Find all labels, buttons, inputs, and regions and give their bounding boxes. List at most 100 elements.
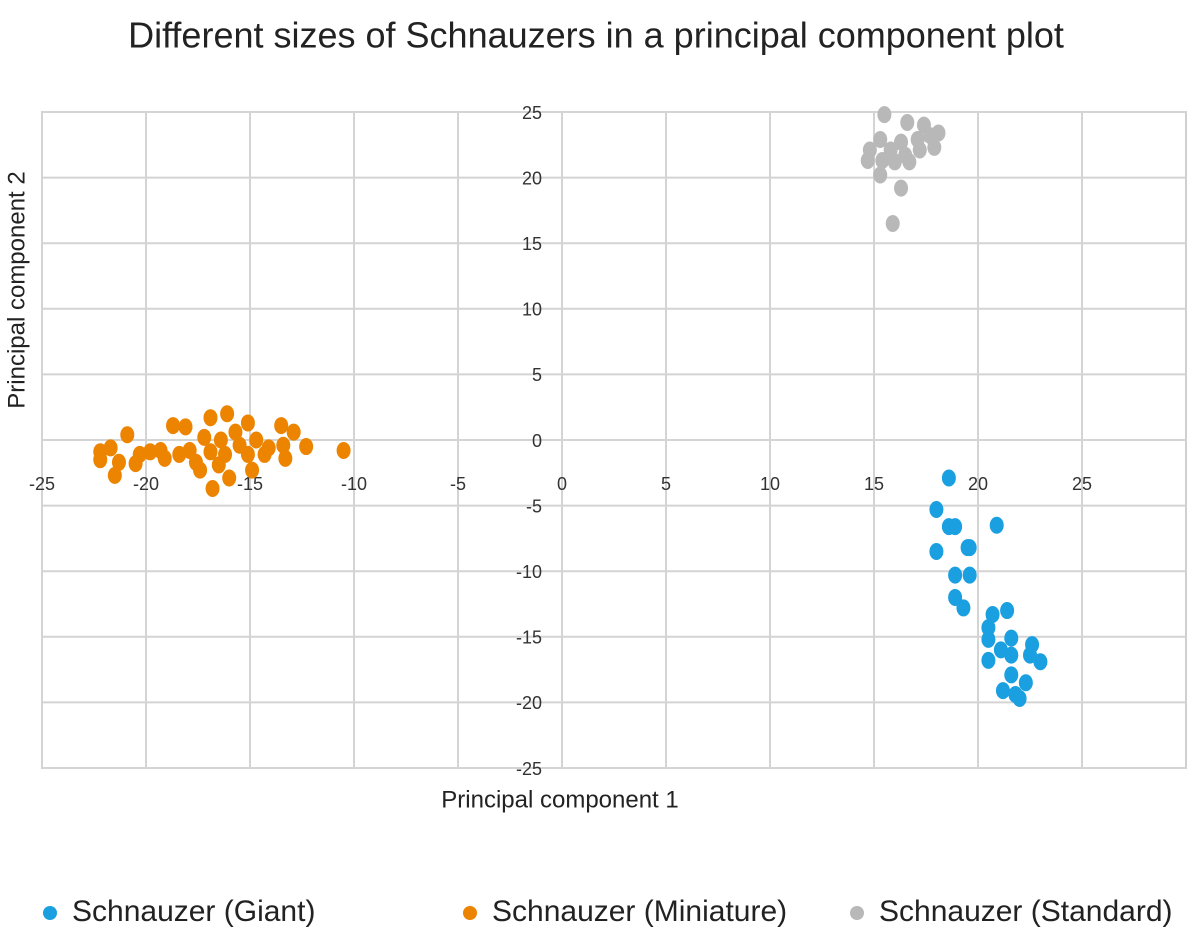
data-point [900, 113, 915, 131]
data-point [956, 599, 971, 617]
data-point [103, 439, 118, 457]
data-point [929, 543, 944, 561]
y-tick-label: -20 [516, 693, 542, 713]
data-point [1000, 602, 1015, 620]
y-tick-label: 25 [522, 103, 542, 123]
data-point [1018, 674, 1033, 692]
data-point [228, 423, 243, 441]
data-point [877, 106, 892, 124]
legend-marker [850, 906, 864, 920]
data-point [894, 179, 909, 197]
data-point [249, 431, 264, 449]
data-point [178, 418, 193, 436]
data-point [985, 605, 1000, 623]
data-point [278, 449, 293, 467]
x-tick-label: 25 [1072, 474, 1092, 494]
data-point [274, 417, 289, 435]
x-tick-label: -25 [29, 474, 55, 494]
data-point [107, 466, 122, 484]
data-point [885, 215, 900, 233]
data-point [1023, 646, 1037, 664]
y-tick-label: 10 [522, 300, 542, 320]
data-point [132, 445, 147, 463]
data-point [962, 539, 977, 557]
data-point [182, 441, 197, 459]
data-point [240, 414, 255, 432]
x-axis-label: Principal component 1 [441, 786, 678, 813]
y-tick-label: -25 [516, 759, 542, 779]
y-tick-label: -15 [516, 628, 542, 648]
data-point [286, 423, 301, 441]
x-tick-label: 0 [557, 474, 567, 494]
data-point [912, 141, 927, 159]
data-point [941, 469, 956, 487]
data-point [894, 133, 909, 151]
data-point [153, 441, 168, 459]
y-tick-label: -10 [516, 562, 542, 582]
data-point [203, 409, 218, 427]
y-tick-label: 20 [522, 168, 542, 188]
y-tick-label: 5 [532, 365, 542, 385]
data-point [193, 461, 208, 479]
data-point [902, 153, 917, 171]
data-point [211, 456, 226, 474]
data-point [240, 445, 255, 463]
y-tick-label: 0 [532, 431, 542, 451]
x-tick-label: 20 [968, 474, 988, 494]
data-point [166, 417, 181, 435]
data-point [989, 516, 1004, 534]
data-point [245, 461, 260, 479]
data-point [873, 166, 888, 184]
legend-marker [43, 906, 57, 920]
data-point [948, 566, 963, 584]
legend-label: Schnauzer (Giant) [72, 895, 315, 928]
data-point [875, 152, 890, 170]
y-tick-label: 15 [522, 234, 542, 254]
x-tick-label: -15 [237, 474, 263, 494]
data-point [1033, 653, 1048, 671]
data-point [213, 431, 228, 449]
x-tick-label: -10 [341, 474, 367, 494]
data-point [1004, 666, 1019, 684]
data-point [860, 152, 875, 170]
x-tick-label: 15 [864, 474, 884, 494]
data-point [948, 588, 963, 606]
data-point [887, 153, 902, 171]
legend-label: Schnauzer (Standard) [879, 895, 1173, 928]
data-point [981, 651, 996, 669]
data-point [923, 127, 938, 145]
data-point [981, 630, 996, 648]
data-point [203, 443, 218, 461]
x-tick-label: 10 [760, 474, 780, 494]
data-point [948, 518, 963, 536]
data-point [276, 436, 291, 454]
data-point [205, 480, 220, 498]
x-tick-label: -5 [450, 474, 466, 494]
data-point [1004, 646, 1019, 664]
data-point [111, 453, 126, 471]
data-point [336, 441, 351, 459]
data-point [93, 451, 108, 469]
data-point [220, 405, 235, 423]
legend-label: Schnauzer (Miniature) [492, 895, 787, 928]
x-tick-label: -20 [133, 474, 159, 494]
x-tick-label: 5 [661, 474, 671, 494]
data-point [299, 438, 314, 456]
data-point [197, 428, 212, 446]
data-point [873, 131, 888, 149]
data-point [1012, 689, 1027, 707]
y-axis-label: Principal component 2 [3, 171, 30, 408]
data-point [962, 566, 977, 584]
data-point [981, 619, 996, 637]
data-point [929, 501, 944, 519]
y-tick-label: -5 [526, 496, 542, 516]
chart-title: Different sizes of Schnauzers in a princ… [128, 15, 1064, 56]
data-point [222, 469, 237, 487]
data-point [120, 426, 135, 444]
data-point [261, 439, 276, 457]
data-point [995, 682, 1010, 700]
legend-marker [463, 906, 477, 920]
data-point [1004, 629, 1019, 647]
data-point [143, 443, 158, 461]
